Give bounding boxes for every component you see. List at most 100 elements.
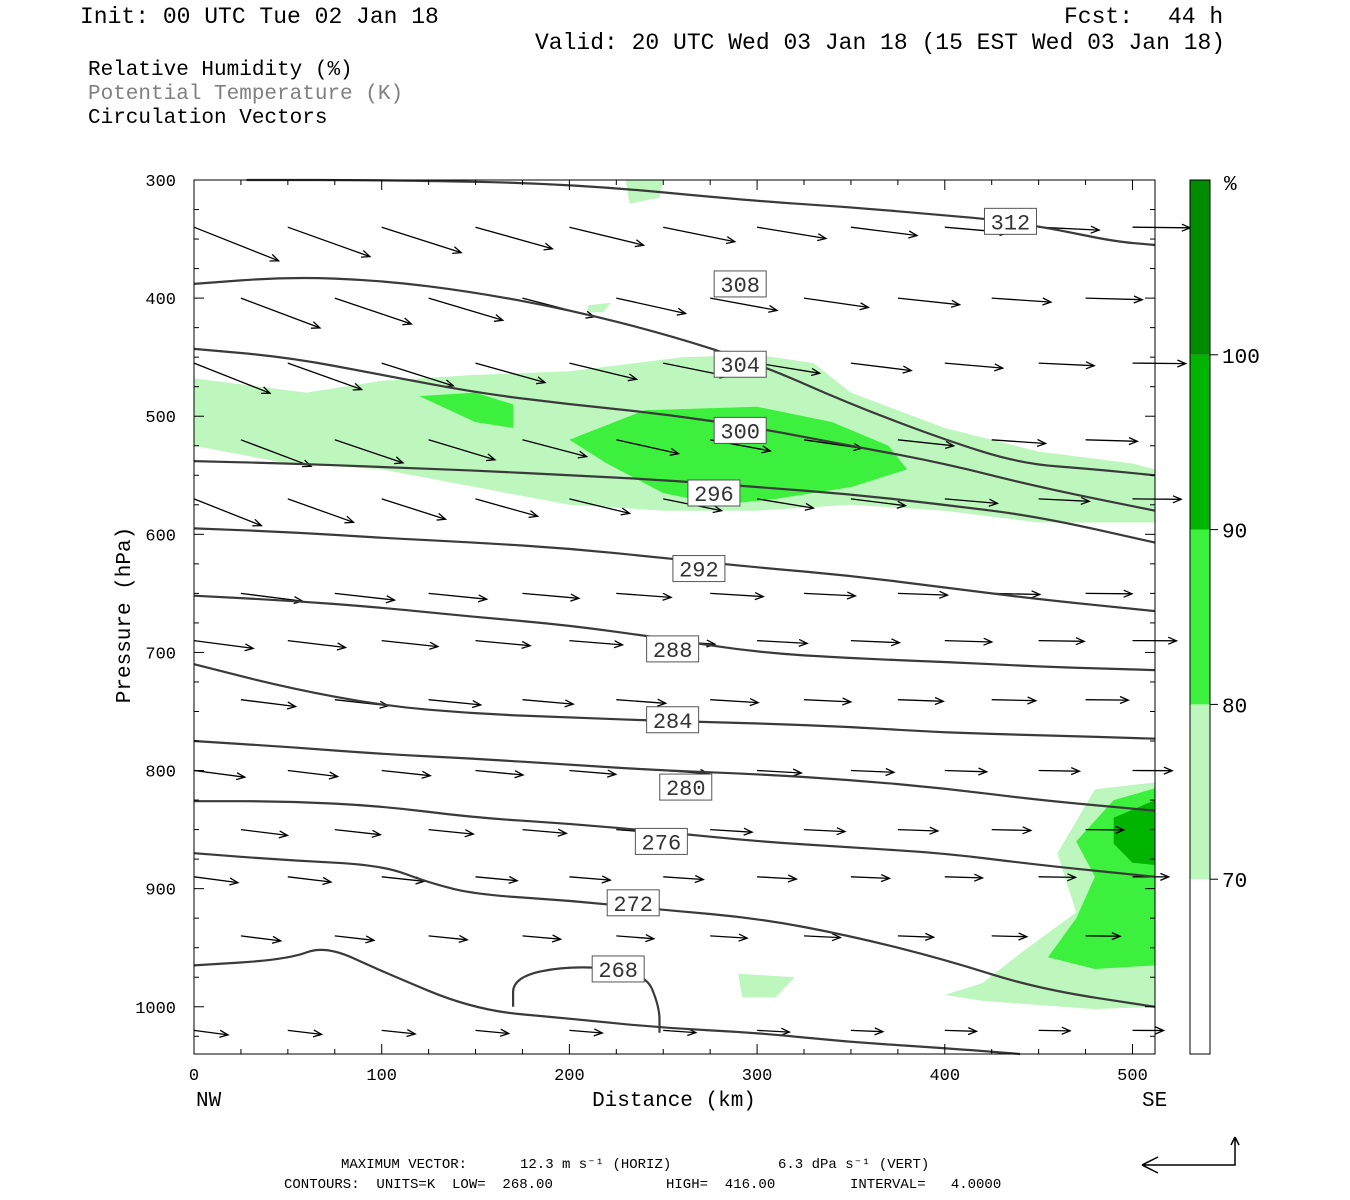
circulation-vector-head (1080, 496, 1091, 506)
circulation-vector-head (593, 1028, 604, 1037)
circulation-vector-head (477, 594, 489, 603)
circulation-vector-head (1128, 437, 1139, 446)
circulation-vector-head (352, 382, 364, 391)
circulation-vector (569, 769, 616, 775)
circulation-vector-head (662, 592, 673, 601)
theta-contour-296 (193, 527, 1156, 613)
circulation-vector (850, 769, 895, 773)
circulation-vector-head (219, 1029, 230, 1038)
circulation-vector-head (1090, 225, 1101, 234)
circulation-vector-head (393, 456, 405, 465)
circulation-vector (522, 439, 587, 458)
colorbar-segment (1190, 180, 1210, 355)
circulation-vector-head (1022, 826, 1033, 835)
circulation-vector-head (310, 321, 322, 329)
circulation-vector (334, 828, 381, 836)
y-tick-label: 600 (145, 527, 176, 546)
circulation-vector-head (973, 873, 985, 882)
colorbar: 70 80 90 100 (1189, 179, 1260, 1055)
y-tick-label: 500 (145, 409, 176, 428)
circulation-vector-head (1042, 297, 1053, 306)
circulation-vector (381, 226, 462, 254)
circulation-vector (475, 226, 553, 250)
theta-contour-308 (193, 276, 1156, 477)
circulation-vector-head (1160, 872, 1171, 881)
circulation-vector (991, 699, 1036, 702)
circulation-vector-head (458, 934, 469, 944)
circulation-vector-head (743, 827, 754, 836)
circulation-vector (991, 297, 1051, 303)
circulation-vector-head (1119, 695, 1130, 705)
circulation-vector (428, 439, 496, 461)
circulation-vector (240, 439, 312, 467)
colorbar-label: 90 (1222, 522, 1247, 545)
circulation-vector (616, 699, 666, 704)
circulation-vector (1132, 226, 1191, 229)
circulation-vector-head (235, 772, 247, 781)
circulation-vector (850, 639, 900, 644)
circulation-vector-head (859, 302, 870, 311)
circulation-vector-head (613, 640, 625, 649)
circulation-vector (850, 876, 890, 880)
circulation-vector (193, 498, 262, 527)
circulation-vector-head (804, 502, 816, 511)
y-tick-label: 300 (145, 173, 176, 192)
circulation-vector (475, 1029, 509, 1035)
y-tick-label: 800 (145, 764, 176, 783)
circulation-vector-head (471, 700, 483, 709)
circulation-vector-head (890, 638, 902, 647)
circulation-vector (1038, 639, 1085, 642)
circulation-vector-head (817, 233, 828, 242)
max-vector-label: MAXIMUM VECTOR: (341, 1157, 468, 1173)
circulation-vector (287, 226, 371, 258)
circulation-vector-head (950, 299, 962, 308)
circulation-vector (803, 297, 869, 309)
circulation-vector-head (278, 830, 290, 839)
circulation-vector (710, 592, 764, 598)
circulation-vector (897, 935, 934, 938)
contour-label-296: 296 (694, 483, 734, 508)
circulation-vector (287, 498, 354, 523)
circulation-vector-head (1133, 295, 1144, 304)
circulation-vector-head (1027, 696, 1038, 705)
colorbar-unit: % (1224, 174, 1237, 197)
rh-region-70-4 (738, 973, 795, 998)
circulation-vector-head (1067, 873, 1078, 882)
circulation-vector (381, 639, 438, 648)
circulation-vector-head (885, 767, 896, 777)
circulation-vector (522, 699, 574, 705)
circulation-vector (1038, 769, 1080, 772)
x-left-label: NW (196, 1090, 222, 1113)
circulation-vector-head (1167, 636, 1179, 645)
circulation-vector (616, 439, 679, 455)
circulation-vector (757, 876, 797, 880)
circulation-vector-head (1123, 589, 1134, 598)
circulation-vector (569, 362, 637, 380)
legend-circulation-vectors: Circulation Vectors (88, 107, 328, 130)
contour-label-box-284 (646, 706, 700, 734)
circulation-vector (803, 592, 856, 597)
plot-frame (193, 179, 1156, 1055)
circulation-vector-head (754, 592, 765, 601)
rh-region-70-2 (588, 302, 611, 313)
rh-region-70-1 (625, 180, 664, 204)
circulation-vector-head (1115, 825, 1126, 835)
circulation-vector-head (365, 935, 376, 944)
circulation-vector-head (344, 515, 356, 524)
circulation-vector-head (371, 829, 383, 838)
circulation-vector-head (1031, 590, 1042, 599)
circulation-vector-head (1172, 495, 1183, 504)
circulation-vector-head (1155, 1026, 1166, 1035)
circulation-vector (663, 1029, 696, 1034)
circulation-vector-head (634, 239, 646, 248)
circulation-vector-head (896, 500, 908, 509)
circulation-vector-head (945, 440, 956, 450)
circulation-vector (757, 1029, 790, 1033)
circulation-vector-head (1111, 932, 1122, 941)
circulation-vector (428, 828, 474, 835)
circulation-vector (334, 935, 375, 941)
circulation-vector (193, 1029, 229, 1036)
circulation-vector (850, 226, 918, 237)
circulation-vector-head (360, 250, 372, 258)
circulation-vector-head (842, 697, 853, 706)
